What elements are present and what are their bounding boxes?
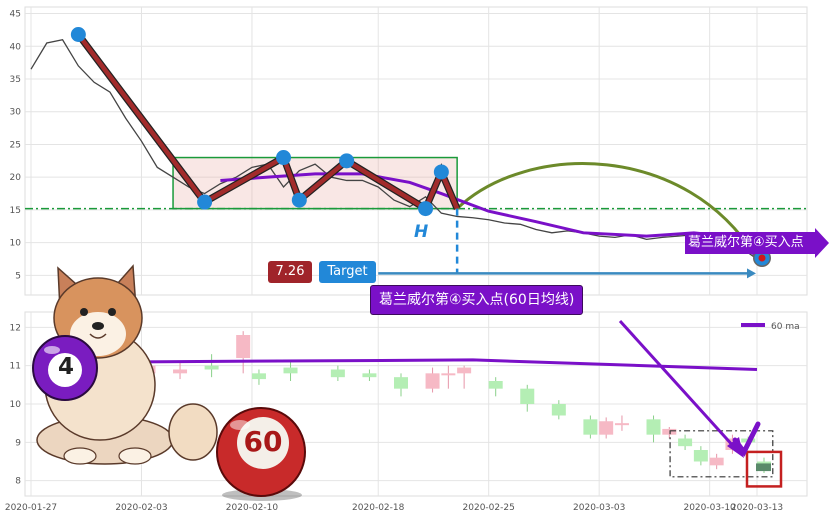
price-y-tick: 25 [10,140,21,150]
zoom-y-tick: 10 [10,400,22,410]
buy-point-flag [685,228,829,258]
x-tick-label: 2020-03-13 [731,503,783,513]
candle [457,367,472,374]
ball-4-label: 4 [57,354,74,380]
pivot-node [197,194,213,210]
candle [614,423,629,426]
pivot-node [339,153,355,169]
value-tag: 7.26 [268,261,312,283]
price-y-tick: 45 [10,10,21,20]
price-y-tick: 35 [10,75,21,85]
illustration-layer [32,264,761,501]
pivot-node [291,192,307,208]
target-arrow-head [747,268,756,279]
price-y-tick: 10 [10,239,22,249]
dog-paw-left [63,447,97,465]
callout-pointer [618,319,737,450]
candle [520,388,535,404]
price-panel: 5 10 15 20 25 30 35 40 45 [10,6,829,296]
price-y-tick: 15 [10,206,21,216]
x-tick-label: 2020-02-03 [115,503,167,513]
candle [488,381,503,389]
ball-4-shine [44,346,60,354]
ball-4-face [48,353,82,387]
candle [599,421,614,435]
candle [394,377,408,389]
dog-eye-right [108,308,116,316]
callout-box: 葛兰威尔第④买入点(60日均线) [370,285,584,315]
x-tick-label: 2020-03-03 [573,503,625,513]
check-icon [732,421,761,457]
candle [583,419,598,435]
candle [678,438,693,447]
zoom-panel: 8 9 10 11 12 2020-01-27 2020-02-03 2020-02-10 20… [5,311,808,513]
price-y-tick: 40 [10,42,22,52]
candle [283,367,298,374]
last-candle-body [756,463,771,472]
ball-60-face [237,417,289,469]
candle [362,373,377,378]
legend-label: 60 ma [771,322,800,332]
x-tick-label: 2020-02-10 [226,503,279,513]
candle [441,373,456,376]
candle [330,369,345,378]
last-candle-highlight [745,450,783,488]
buy-point-flag-label: 葛兰威尔第④买入点 [688,235,804,250]
zoom-y-tick: 8 [15,477,21,487]
ball-60-shine [230,420,250,430]
dog-tail [168,403,218,461]
buy-point-core [758,254,766,262]
candle [551,404,566,416]
zoom-y-tick: 11 [10,362,21,372]
pivot-node [433,164,449,180]
dog-mouth [89,333,107,339]
zoom-y-tick: 9 [15,438,21,448]
arc-curve [456,162,759,260]
price-plot-area [24,6,808,296]
candle [709,457,724,466]
h-marker: H [414,222,429,242]
candle [693,450,708,462]
candle [646,419,661,435]
pivot-node [418,201,434,217]
price-y-tick: 20 [10,173,22,183]
pivot-node [70,26,86,42]
x-tick-label: 2020-02-18 [352,503,405,513]
ball-60-label: 60 [243,425,283,458]
candle [251,373,266,380]
target-tag: Target [319,261,376,283]
price-y-tick: 5 [15,271,21,281]
purple-billiard-ball-icon [32,335,98,401]
x-tick-label: 2020-03-10 [683,503,736,513]
red-billiard-ball-icon [216,407,306,501]
zoom-y-tick: 12 [10,323,21,333]
candle [173,369,188,374]
dog-nose [92,322,104,330]
pivot-node [276,150,292,166]
candle [236,335,251,358]
dog-eye-left [80,308,88,316]
x-tick-label: 2020-01-27 [5,503,57,513]
dog-paw-right [118,447,152,465]
candle [204,365,219,370]
candle [425,373,440,389]
price-y-tick: 30 [10,108,22,118]
candle [662,428,677,435]
x-tick-label: 2020-02-25 [463,503,515,513]
